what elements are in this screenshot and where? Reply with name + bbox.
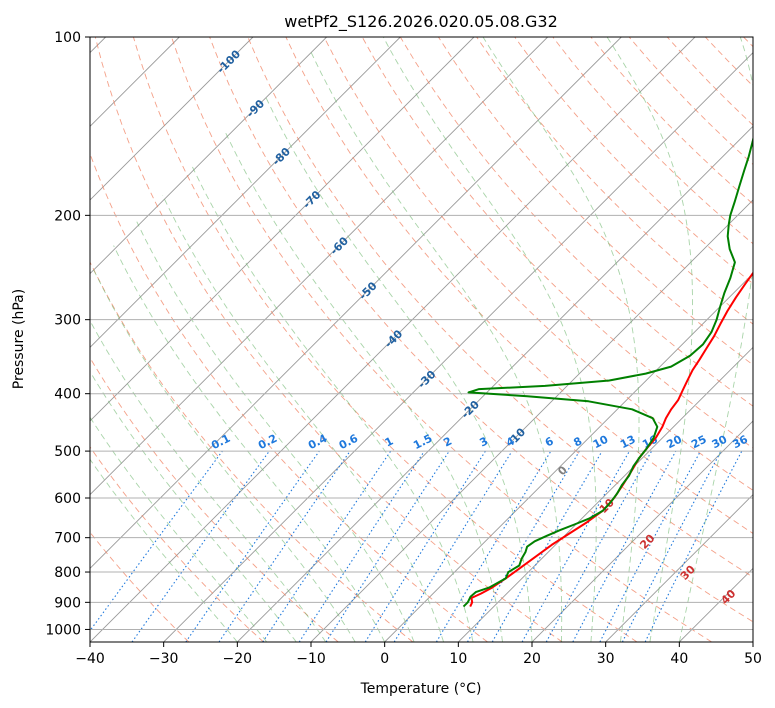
mixing-ratio-label: 25 [689,433,709,452]
mixing-ratio-line [545,450,653,642]
moist-adiabat-line [92,267,356,642]
mixing-ratio-label: 20 [664,433,684,452]
moist-adiabat-line [482,37,640,642]
x-tick-label: −10 [296,651,326,667]
temperature-line [469,271,753,608]
moist-adiabat-line [382,37,597,642]
x-axis-ticks: −40 −30 −20 −10 0 10 20 30 40 50 [75,642,762,667]
moist-adiabat-line [113,245,386,642]
moist-adiabat-line [90,458,238,642]
moist-adiabat-line [678,37,753,642]
y-tick-label: 400 [54,387,81,403]
isotherm-line [90,37,696,642]
dry-adiabat-line [90,446,264,642]
mixing-ratio-line [393,450,513,642]
y-tick-label: 800 [54,565,81,581]
y-tick-label: 300 [54,313,81,329]
dry-adiabat-line [209,37,753,623]
mixing-ratio-label: 30 [710,433,730,452]
dewpoint-line [462,135,753,608]
mixing-ratio-line [521,450,630,642]
isotherm-line [90,37,548,496]
mixing-ratio-label: 13 [618,433,638,452]
moist-adiabat-line [309,49,563,642]
mixing-ratio-labels: 0.1 0.2 0.4 0.6 1 1.5 2 3 4 6 8 10 13 16 20 25 30 36 [209,432,750,453]
dry-adiabat-line [285,37,753,535]
isotherm-line [90,37,254,201]
moist-adiabat-line [136,221,415,642]
isotherm-line [90,37,327,275]
mixing-ratio-line [325,450,450,642]
moist-adiabat-line [191,165,474,642]
x-tick-label: −40 [75,651,105,667]
y-tick-label: 500 [54,444,81,460]
moist-adiabat-line [90,370,297,642]
dry-adiabat-line [323,37,753,491]
moist-adiabat-line [90,319,327,642]
isotherm-lines [90,37,753,642]
moist-adiabat-line [263,94,533,642]
mixing-ratio-line [218,450,351,642]
x-tick-label: 0 [380,651,389,667]
x-tick-label: −20 [223,651,253,667]
x-tick-label: 30 [597,651,615,667]
mixing-ratio-line [572,450,677,642]
y-tick-label: 100 [54,30,81,46]
moist-adiabat-line [162,195,445,642]
x-tick-label: 40 [670,651,688,667]
dry-adiabat-line [90,356,339,642]
y-tick-label: 600 [54,491,81,507]
mixing-ratio-line [644,450,743,642]
isotherm-line [90,37,475,422]
dry-adiabat-line [94,37,563,642]
dry-adiabat-line [171,37,712,642]
isotherm-line [531,420,753,642]
y-tick-label: 700 [54,531,81,547]
mixing-ratio-label: 10 [591,433,611,452]
moist-adiabat-line [90,416,268,642]
moist-adiabat-line [606,37,693,642]
mixing-ratio-line [298,450,425,642]
isotherm-line [237,125,753,642]
plot-area: -100-90-80-70-60-50-40-30-20-10 0.1 0.2 0.… [90,37,753,642]
x-axis-label: Temperature (°C) [360,681,482,697]
isotherm-line [90,37,401,348]
y-axis-ticks: 1000 900 800 700 600 500 400 300 200 100 [45,30,90,638]
isotherm-line [384,273,753,642]
mixing-ratio-line [90,450,223,632]
y-tick-label: 200 [54,208,81,224]
mixing-ratio-line [131,450,270,642]
x-tick-label: 10 [449,651,467,667]
isotherm-line [605,494,753,642]
isotherm-line [163,52,753,642]
y-tick-label: 1000 [45,622,81,638]
x-tick-label: −30 [149,651,179,667]
pressure-gridlines [90,37,753,630]
chart-title: wetPf2_S126.2026.020.05.08.G32 [284,12,558,32]
y-axis-label: Pressure (hPa) [11,289,27,389]
dry-adiabat-line [514,37,753,285]
x-tick-label: 50 [744,651,762,667]
mixing-ratio-line [262,450,392,642]
mixing-ratio-line [185,450,320,642]
x-tick-label: 20 [523,651,541,667]
dry-adiabat-line [132,37,638,642]
mixing-ratio-label: 36 [730,433,750,452]
y-tick-label: 900 [54,595,81,611]
isotherm-line [90,37,622,569]
dry-adiabat-line [476,37,753,325]
plot-frame [89,36,754,643]
mixing-ratio-lines [90,450,743,642]
profile-series [462,135,753,608]
